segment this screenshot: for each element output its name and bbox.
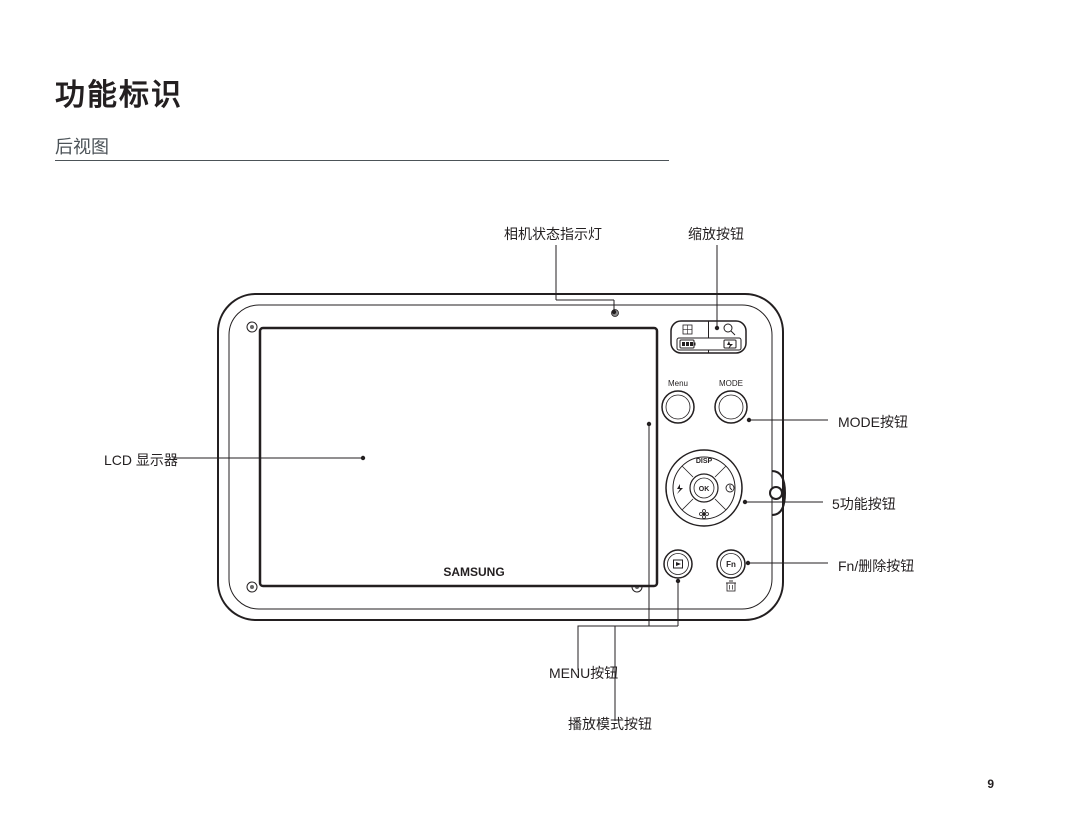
svg-text:MODE: MODE xyxy=(719,379,743,388)
label-fn-del: Fn/删除按钮 xyxy=(838,556,914,576)
label-status-led: 相机状态指示灯 xyxy=(504,224,602,244)
svg-text:Fn: Fn xyxy=(726,560,736,569)
label-menu: MENU按钮 xyxy=(549,663,618,683)
page-title: 功能标识 xyxy=(55,70,183,114)
five-way-pad: DISP OK xyxy=(666,450,742,526)
label-zoom: 缩放按钮 xyxy=(688,224,744,244)
camera-diagram: SAMSUNG xyxy=(217,293,787,631)
subtitle-underline xyxy=(55,160,669,161)
mode-button: MODE xyxy=(715,379,747,423)
section-subtitle: 后视图 xyxy=(55,133,109,159)
svg-text:Menu: Menu xyxy=(668,379,688,388)
status-led-icon xyxy=(612,310,619,317)
zoom-rocker xyxy=(671,321,746,353)
label-playback: 播放模式按钮 xyxy=(568,714,652,734)
label-mode: MODE按钮 xyxy=(838,412,908,432)
page-number: 9 xyxy=(987,777,994,791)
svg-text:DISP: DISP xyxy=(696,458,713,465)
playback-button xyxy=(664,550,692,578)
svg-text:OK: OK xyxy=(699,486,710,493)
brand-text: SAMSUNG xyxy=(443,565,504,579)
label-lcd: LCD 显示器 xyxy=(104,450,178,470)
label-five-fn: 5功能按钮 xyxy=(832,494,896,514)
